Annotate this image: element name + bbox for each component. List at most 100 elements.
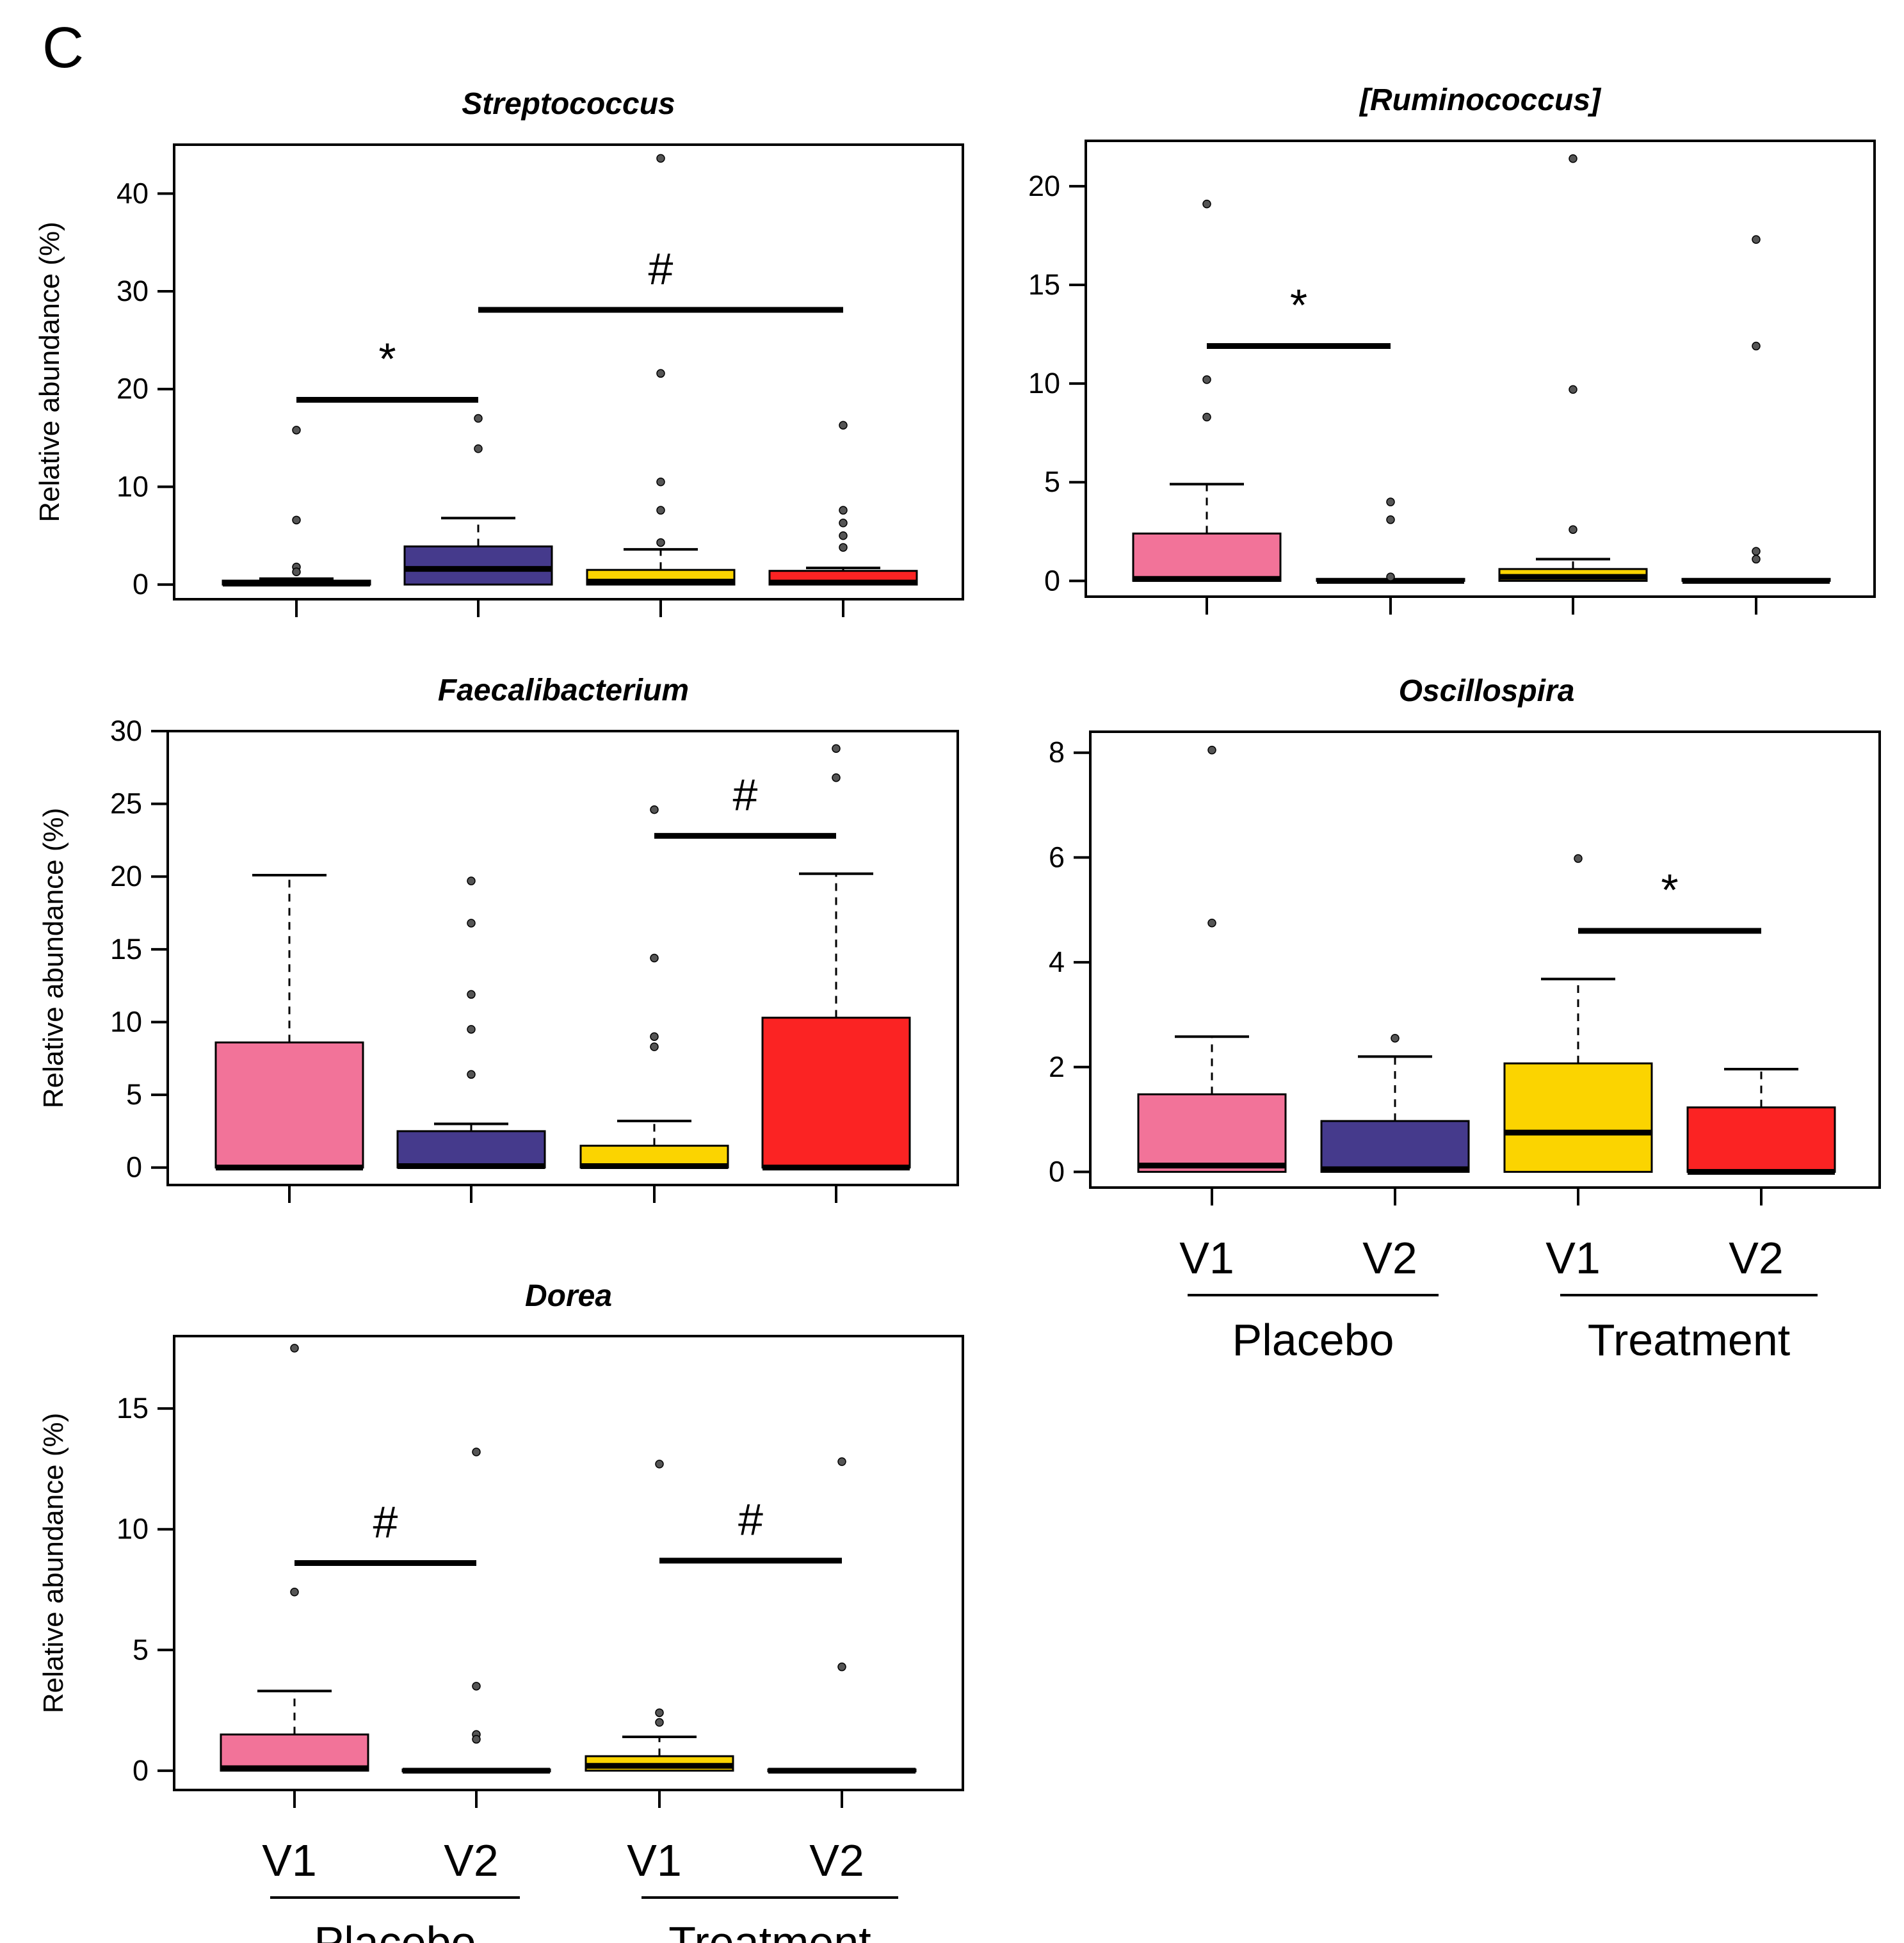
streptococcus-significance-mark: #	[649, 244, 674, 294]
oscillospira-title: Oscillospira	[1399, 674, 1575, 708]
oscillospira-significance-mark: *	[1661, 865, 1678, 915]
ruminococcus-placebo-v1-outlier-point	[1202, 375, 1211, 384]
faecalibacterium-y-tick-label: 0	[126, 1151, 142, 1184]
streptococcus-significance-mark: *	[378, 334, 396, 384]
dorea-treatment-v1-outlier-point	[655, 1708, 664, 1718]
oscillospira-placebo-v1-box	[1137, 1093, 1287, 1173]
dorea-placebo-v2-outlier-point	[472, 1447, 481, 1456]
ruminococcus-treatment-v2-outlier-point	[1752, 554, 1761, 564]
streptococcus-treatment-v1-outlier-point	[656, 369, 665, 378]
ruminococcus-plot-frame	[1085, 140, 1876, 598]
ruminococcus-significance-mark: *	[1290, 280, 1307, 330]
streptococcus-placebo-v1-outlier-point	[292, 426, 301, 435]
oscillospira-treatment-label: Treatment	[1588, 1315, 1790, 1365]
figure-panel-letter: C	[42, 16, 84, 80]
streptococcus-placebo-v2-outlier-point	[474, 444, 483, 453]
dorea-y-axis-label: Relative abundance (%)	[38, 1413, 69, 1714]
ruminococcus-treatment-v2-outlier-point	[1752, 235, 1761, 244]
faecalibacterium-treatment-v2-box	[761, 1017, 911, 1169]
streptococcus-y-tick-label: 30	[117, 275, 149, 307]
faecalibacterium-treatment-v1-outlier-point	[650, 953, 659, 963]
dorea-placebo-v2-outlier-point	[472, 1682, 481, 1691]
faecalibacterium-y-tick-label: 30	[110, 714, 142, 747]
faecalibacterium-y-axis-label: Relative abundance (%)	[38, 808, 69, 1109]
faecalibacterium-placebo-v2-box	[396, 1130, 546, 1169]
ruminococcus-y-tick-label: 20	[1028, 170, 1060, 202]
streptococcus-y-tick-label: 10	[117, 470, 149, 503]
streptococcus-treatment-v1-outlier-point	[656, 154, 665, 163]
streptococcus-placebo-v1-outlier-point	[292, 515, 301, 525]
dorea-treatment-v2-outlier-point	[837, 1457, 846, 1466]
oscillospira-y-tick-label: 6	[1049, 841, 1065, 873]
oscillospira-category-label: V2	[1362, 1233, 1417, 1283]
dorea-placebo-label: Placebo	[314, 1917, 476, 1943]
oscillospira-treatment-v1-box	[1503, 1062, 1653, 1173]
streptococcus-placebo-v1-outlier-point	[292, 567, 301, 576]
ruminococcus-treatment-v1-outlier-point	[1569, 385, 1577, 394]
oscillospira-category-label: V1	[1545, 1233, 1601, 1283]
streptococcus-y-tick-label: 0	[133, 568, 149, 601]
faecalibacterium-significance-mark: #	[733, 770, 758, 820]
faecalibacterium-treatment-v1-outlier-point	[650, 1032, 659, 1041]
dorea-treatment-v1-outlier-point	[655, 1718, 664, 1727]
ruminococcus-placebo-v1-outlier-point	[1202, 412, 1211, 422]
faecalibacterium-y-tick-label: 25	[110, 787, 142, 820]
faecalibacterium-placebo-v2-outlier-point	[467, 919, 476, 928]
dorea-category-label: V1	[262, 1835, 317, 1885]
ruminococcus-placebo-v2-outlier-point	[1386, 515, 1395, 524]
faecalibacterium-placebo-v2-outlier-point	[467, 1070, 476, 1079]
dorea-y-tick-label: 0	[133, 1754, 149, 1787]
faecalibacterium-y-tick-label: 10	[110, 1005, 142, 1038]
ruminococcus-treatment-v1-outlier-point	[1569, 154, 1577, 163]
dorea-category-label: V2	[809, 1835, 864, 1885]
oscillospira-y-tick-label: 0	[1049, 1155, 1065, 1188]
oscillospira-category-label: V2	[1729, 1233, 1784, 1283]
faecalibacterium-treatment-v2-outlier-point	[832, 773, 841, 782]
oscillospira-placebo-v2-box	[1320, 1120, 1470, 1173]
dorea-y-tick-label: 5	[133, 1633, 149, 1666]
ruminococcus-placebo-v1-outlier-point	[1202, 199, 1211, 209]
faecalibacterium-placebo-v2-outlier-point	[467, 990, 476, 999]
ruminococcus-placebo-v2-outlier-point	[1386, 572, 1395, 581]
dorea-title: Dorea	[525, 1279, 612, 1313]
oscillospira-placebo-v1-outlier-point	[1207, 745, 1216, 755]
streptococcus-treatment-v2-outlier-point	[839, 543, 848, 552]
dorea-treatment-v2-outlier-point	[837, 1662, 846, 1672]
dorea-placebo-v1-outlier-point	[290, 1344, 299, 1353]
dorea-plot-frame	[173, 1335, 964, 1791]
faecalibacterium-title: Faecalibacterium	[438, 673, 689, 707]
faecalibacterium-y-tick-label: 15	[110, 933, 142, 965]
faecalibacterium-placebo-v2-outlier-point	[467, 1025, 476, 1034]
ruminococcus-placebo-v2-outlier-point	[1386, 497, 1395, 506]
streptococcus-treatment-v1-outlier-point	[656, 506, 665, 515]
streptococcus-treatment-v2-outlier-point	[839, 531, 848, 540]
dorea-y-tick-label: 15	[117, 1392, 149, 1424]
dorea-category-label: V2	[444, 1835, 499, 1885]
faecalibacterium-plot-frame	[166, 730, 959, 1186]
dorea-treatment-label: Treatment	[668, 1917, 871, 1943]
oscillospira-y-tick-label: 2	[1049, 1051, 1065, 1083]
ruminococcus-y-tick-label: 15	[1028, 268, 1060, 301]
faecalibacterium-treatment-v1-outlier-point	[650, 1042, 659, 1051]
streptococcus-treatment-v2-outlier-point	[839, 519, 848, 528]
ruminococcus-placebo-v1-box	[1132, 532, 1282, 582]
ruminococcus-title: [Ruminococcus]	[1359, 83, 1602, 117]
streptococcus-treatment-v2-outlier-point	[839, 506, 848, 515]
oscillospira-y-tick-label: 4	[1049, 946, 1065, 978]
ruminococcus-y-tick-label: 0	[1044, 564, 1060, 597]
faecalibacterium-placebo-v2-outlier-point	[467, 876, 476, 885]
dorea-category-label: V1	[627, 1835, 682, 1885]
ruminococcus-treatment-v2-outlier-point	[1752, 341, 1761, 351]
dorea-placebo-v2-outlier-point	[472, 1735, 481, 1744]
streptococcus-title: Streptococcus	[462, 87, 675, 121]
oscillospira-y-tick-label: 8	[1049, 736, 1065, 769]
ruminococcus-y-tick-label: 10	[1028, 367, 1060, 399]
faecalibacterium-treatment-v1-outlier-point	[650, 805, 659, 814]
oscillospira-treatment-v1-outlier-point	[1574, 854, 1583, 863]
oscillospira-plot-frame	[1089, 730, 1881, 1189]
streptococcus-treatment-v1-outlier-point	[656, 478, 665, 487]
streptococcus-y-tick-label: 40	[117, 177, 149, 209]
streptococcus-placebo-v2-box	[403, 545, 553, 586]
ruminococcus-treatment-v2-outlier-point	[1752, 547, 1761, 556]
streptococcus-placebo-v2-outlier-point	[474, 414, 483, 423]
